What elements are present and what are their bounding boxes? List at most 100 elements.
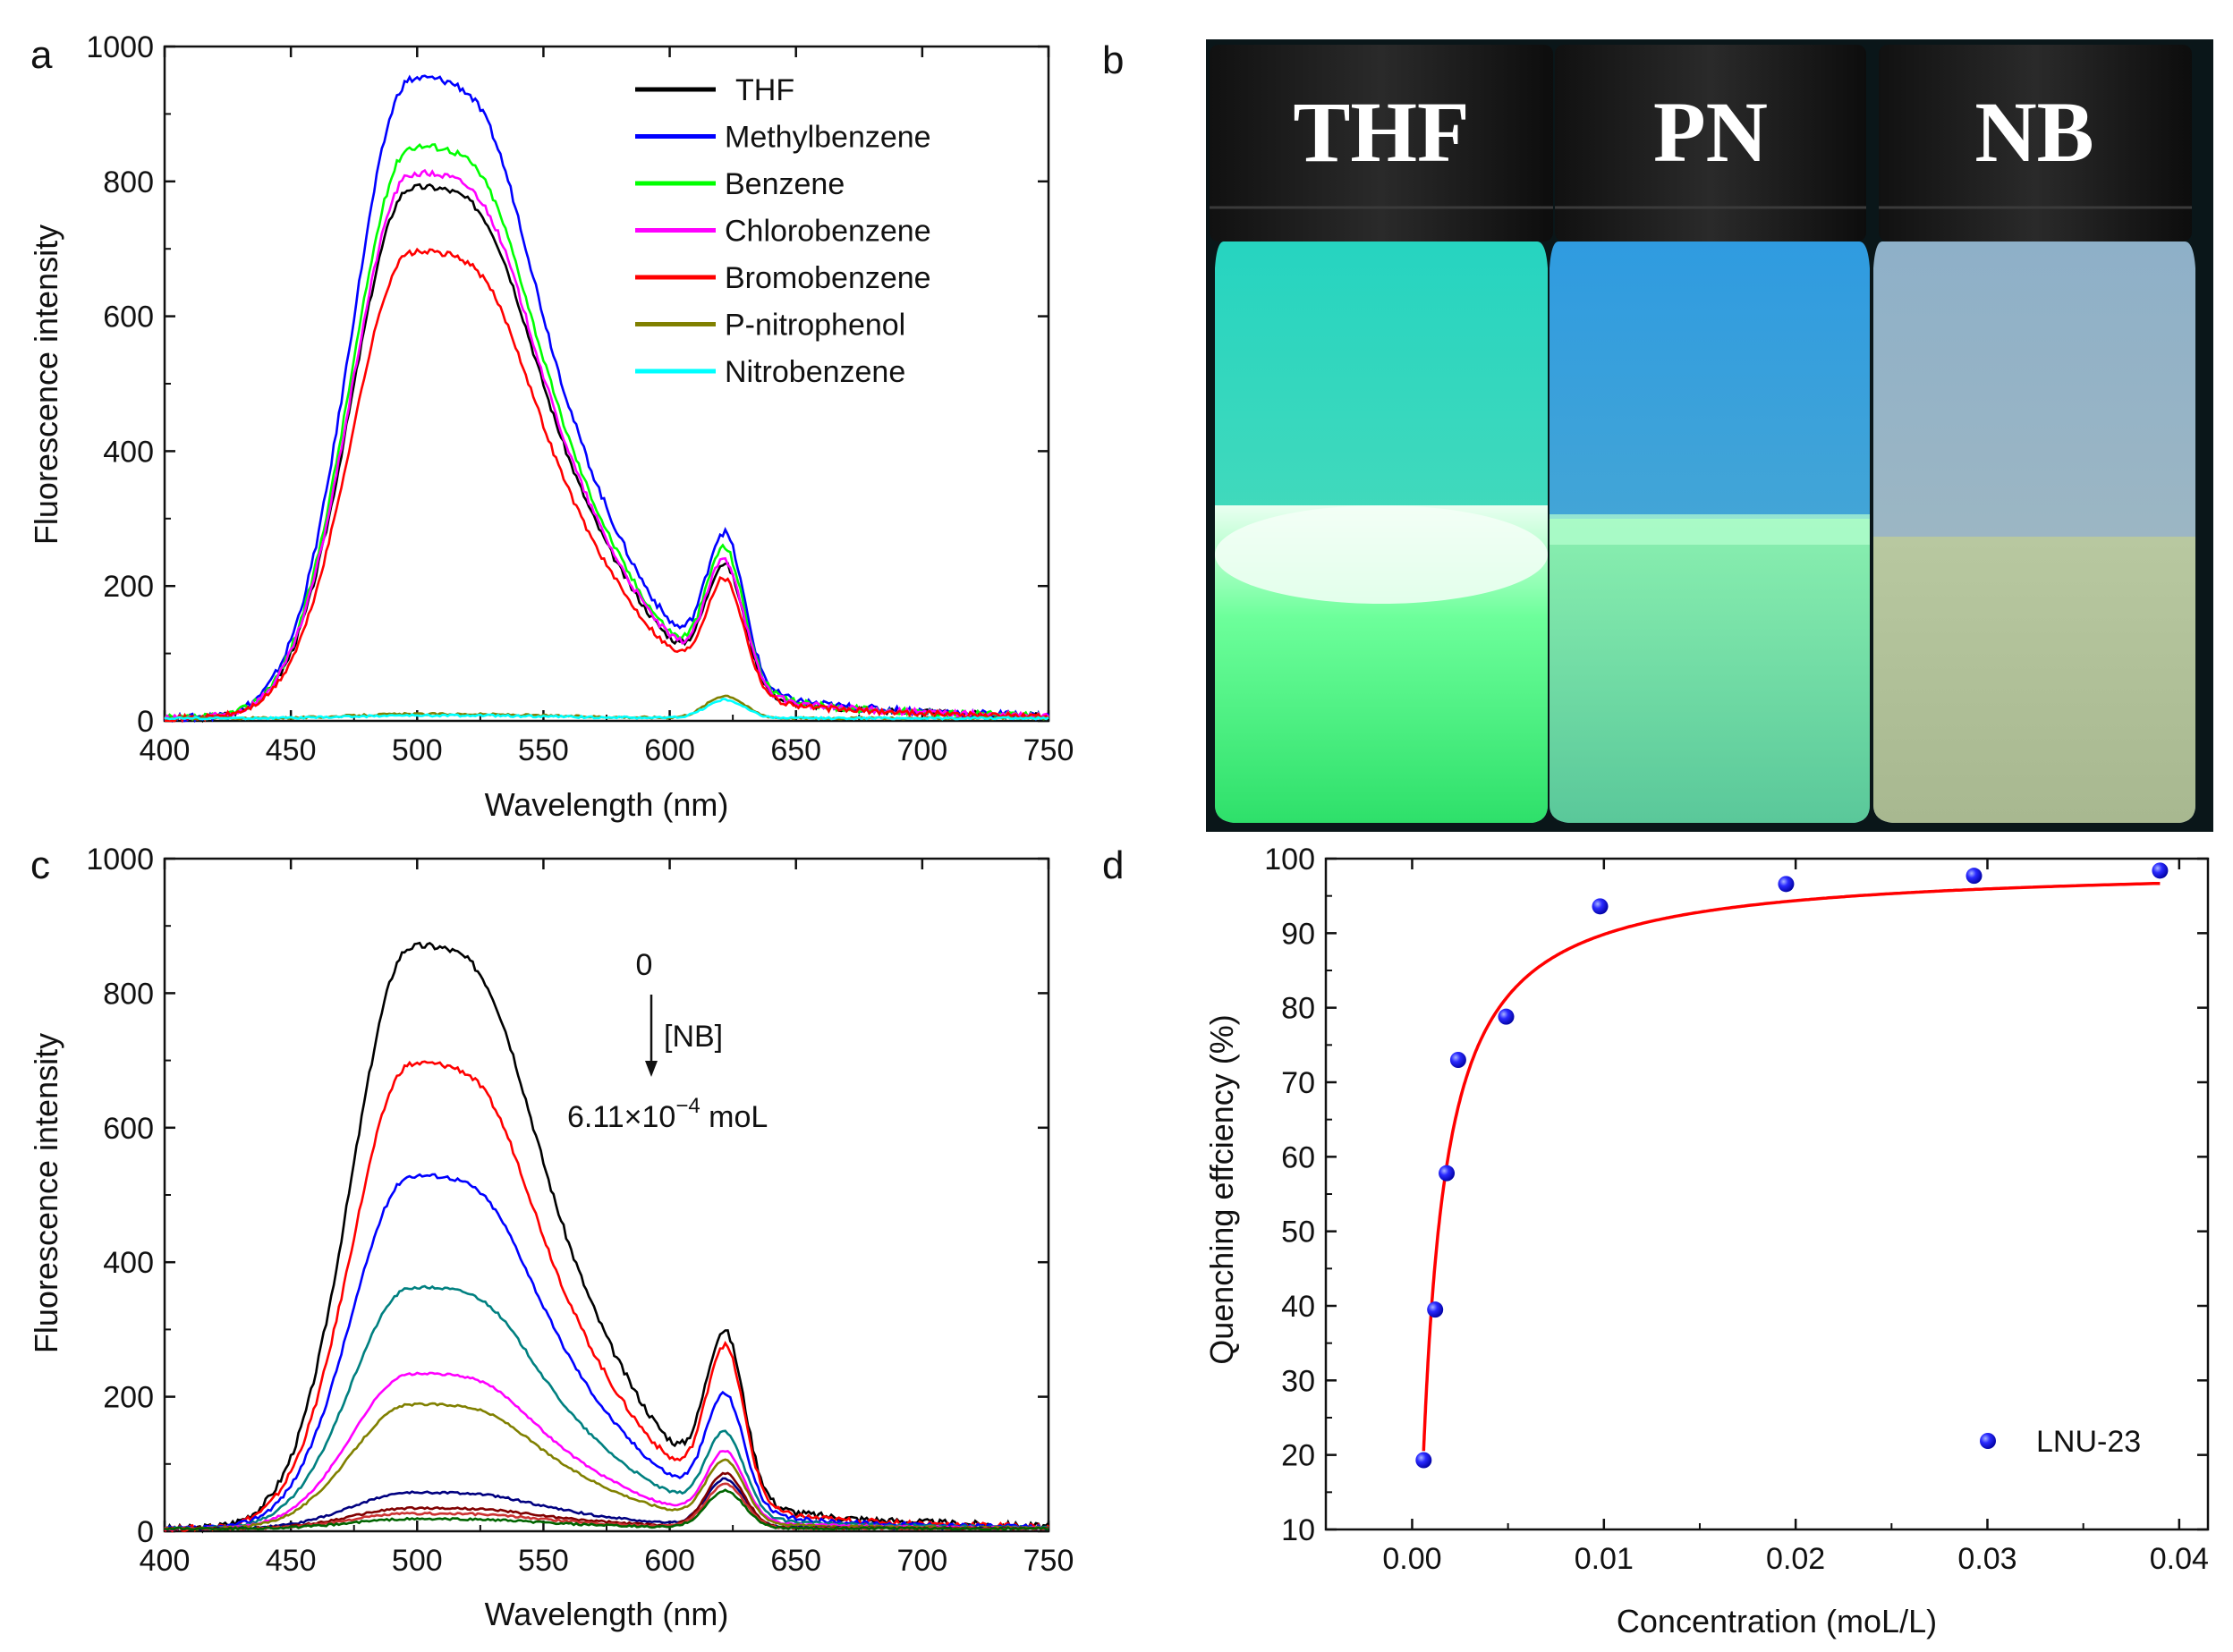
panel-label-b: b xyxy=(1102,38,1124,82)
chart-a-legend-label: THF xyxy=(735,73,794,107)
chart-a-legend-label: Nitrobenzene xyxy=(725,355,905,389)
chart-a-series-methylbenzene xyxy=(164,74,1050,724)
chart-d-data-point xyxy=(1415,1452,1432,1469)
chart-d-x-axis-label: Concentration (moL/L) xyxy=(1617,1603,1937,1639)
chart-c-annotation-label: [NB] xyxy=(664,1020,723,1054)
chart-a-legend-label: Methylbenzene xyxy=(725,121,931,155)
chart-a-xtick-label: 550 xyxy=(518,733,569,767)
chart-c-ytick-label: 1000 xyxy=(86,843,154,877)
chart-c-ytick-label: 800 xyxy=(103,977,154,1011)
chart-c-annotation-end-base: 6.11×10 xyxy=(567,1100,675,1134)
chart-c-xtick-label: 450 xyxy=(266,1544,317,1578)
chart-c-annotation-end: 6.11×10−4 moL xyxy=(567,1094,768,1134)
vial-nb: NB xyxy=(1873,45,2195,823)
chart-c-ytick-label: 200 xyxy=(103,1381,154,1415)
chart-c-frame xyxy=(163,857,1050,1533)
chart-c-xtick-label: 500 xyxy=(392,1544,443,1578)
chart-c-xtick-label: 700 xyxy=(896,1544,947,1578)
chart-a-ytick-label: 600 xyxy=(103,301,154,335)
chart-d-xtick-label: 0.00 xyxy=(1382,1542,1441,1576)
chart-c-xtick-label: 400 xyxy=(140,1544,191,1578)
chart-a-xtick-label: 700 xyxy=(896,733,947,767)
chart-d-ytick-label: 100 xyxy=(1264,843,1315,877)
chart-c-series-3 xyxy=(164,1173,1049,1531)
chart-d-xtick-label: 0.04 xyxy=(2150,1542,2209,1576)
vial-nb-label: NB xyxy=(1974,84,2093,180)
chart-a-x-axis-label: Wavelength (nm) xyxy=(485,786,729,823)
vial-thf-cap xyxy=(1210,45,1553,241)
chart-d-ytick-label: 40 xyxy=(1281,1290,1315,1324)
chart-d-ytick-label: 10 xyxy=(1281,1513,1315,1547)
chart-a-ytick-label: 200 xyxy=(103,570,154,604)
chart-c-series-8 xyxy=(164,1471,1049,1531)
chart-c-plot-area: 400 450 500 550 600 650 700 750 0 200 400 600 800 100… xyxy=(86,843,1074,1578)
chart-d-xtick-label: 0.03 xyxy=(1957,1542,2016,1576)
chart-d-data-point xyxy=(1439,1165,1456,1182)
chart-a-y-axis-label: Fluorescence intensity xyxy=(28,225,64,545)
vial-thf: THF xyxy=(1210,45,1553,823)
panel-label-a: a xyxy=(30,33,53,77)
chart-a-ytick-label: 0 xyxy=(137,705,154,739)
chart-a-legend-label: Bromobenzene xyxy=(725,261,931,295)
chart-d-legend-label: LNU-23 xyxy=(2036,1425,2141,1459)
chart-c-annotation-end-exp: −4 xyxy=(675,1094,700,1118)
chart-c-y-axis-label: Fluorescence intensity xyxy=(28,1033,64,1353)
chart-c-series-0 xyxy=(164,941,1049,1534)
chart-d-data-point xyxy=(1427,1301,1444,1318)
vial-thf-label: THF xyxy=(1293,84,1469,180)
chart-d-data-point xyxy=(1778,876,1795,893)
chart-a-series-bromobenzene xyxy=(164,247,1049,724)
chart-c-ytick-label: 600 xyxy=(103,1112,154,1146)
chart-c-series-6 xyxy=(164,1402,1049,1531)
chart-c-annotation-end-unit: moL xyxy=(700,1100,768,1134)
chart-a-ytick-label: 1000 xyxy=(86,30,154,64)
chart-c-xtick-label: 550 xyxy=(518,1544,569,1578)
chart-d-data-point xyxy=(1498,1008,1515,1025)
panel-label-d: d xyxy=(1102,843,1124,887)
chart-a-legend: THF Methylbenzene Benzene Chlorobenzene Brom… xyxy=(635,73,931,389)
chart-d-data-point xyxy=(1449,1052,1466,1068)
chart-c-fluorescence-titration: 400 450 500 550 600 650 700 750 0 200 400 600 800 100… xyxy=(28,843,1074,1632)
chart-c-xtick-label: 750 xyxy=(1023,1544,1074,1578)
vial-pn-cap xyxy=(1555,45,1866,241)
chart-d-quenching-efficiency: 0.00 0.01 0.02 0.03 0.04 10 20 30 40 50 60 70 80 90 10… xyxy=(1203,843,2210,1639)
chart-d-legend: LNU-23 xyxy=(1980,1425,2141,1459)
photo-vials-under-uv: THF PN NB xyxy=(1206,39,2213,832)
chart-a-ytick-label: 400 xyxy=(103,435,154,469)
chart-a-legend-label: P-nitrophenol xyxy=(725,309,905,343)
chart-d-xtick-label: 0.01 xyxy=(1575,1542,1634,1576)
chart-d-ytick-label: 60 xyxy=(1281,1140,1315,1174)
chart-a-xtick-label: 600 xyxy=(644,733,695,767)
chart-c-series-4 xyxy=(164,1284,1049,1530)
vial-pn: PN xyxy=(1550,45,1870,823)
chart-a-fluorescence-solvents: 400 450 500 550 600 650 700 750 0 200 400 600 800 100… xyxy=(28,30,1074,823)
panel-label-c: c xyxy=(30,843,50,887)
chart-a-xtick-label: 650 xyxy=(770,733,821,767)
chart-d-xtick-label: 0.02 xyxy=(1766,1542,1825,1576)
chart-a-plot-area: 400 450 500 550 600 650 700 750 0 200 400 600 800 100… xyxy=(86,30,1074,767)
chart-a-series-nitrobenzene xyxy=(164,698,1049,721)
chart-d-data-point xyxy=(1966,868,1983,885)
chart-a-xtick-label: 450 xyxy=(266,733,317,767)
chart-c-x-axis-label: Wavelength (nm) xyxy=(485,1596,729,1632)
vial-pn-label: PN xyxy=(1653,84,1768,180)
chart-d-ytick-label: 80 xyxy=(1281,992,1315,1026)
chart-c-annotation-arrowhead xyxy=(645,1061,658,1077)
chart-c-ytick-label: 400 xyxy=(103,1246,154,1280)
chart-d-ytick-label: 90 xyxy=(1281,917,1315,951)
chart-c-series-10 xyxy=(164,1488,1049,1531)
chart-a-ytick-label: 800 xyxy=(103,165,154,199)
chart-c-xtick-label: 600 xyxy=(644,1544,695,1578)
chart-a-series-chlorobenzene xyxy=(163,168,1049,721)
chart-d-data-point xyxy=(1592,898,1609,915)
chart-d-legend-marker xyxy=(1980,1433,1996,1449)
chart-d-plot-area: 0.00 0.01 0.02 0.03 0.04 10 20 30 40 50 60 70 80 90 10… xyxy=(1264,843,2210,1576)
chart-d-fit-curve xyxy=(1422,881,2161,1452)
chart-a-legend-label: Benzene xyxy=(725,167,845,201)
chart-a-legend-label: Chlorobenzene xyxy=(725,215,931,249)
chart-a-xtick-label: 400 xyxy=(140,733,191,767)
chart-a-xtick-label: 750 xyxy=(1023,733,1074,767)
chart-d-ytick-label: 20 xyxy=(1281,1439,1315,1473)
chart-c-annotation-start: 0 xyxy=(636,948,653,982)
